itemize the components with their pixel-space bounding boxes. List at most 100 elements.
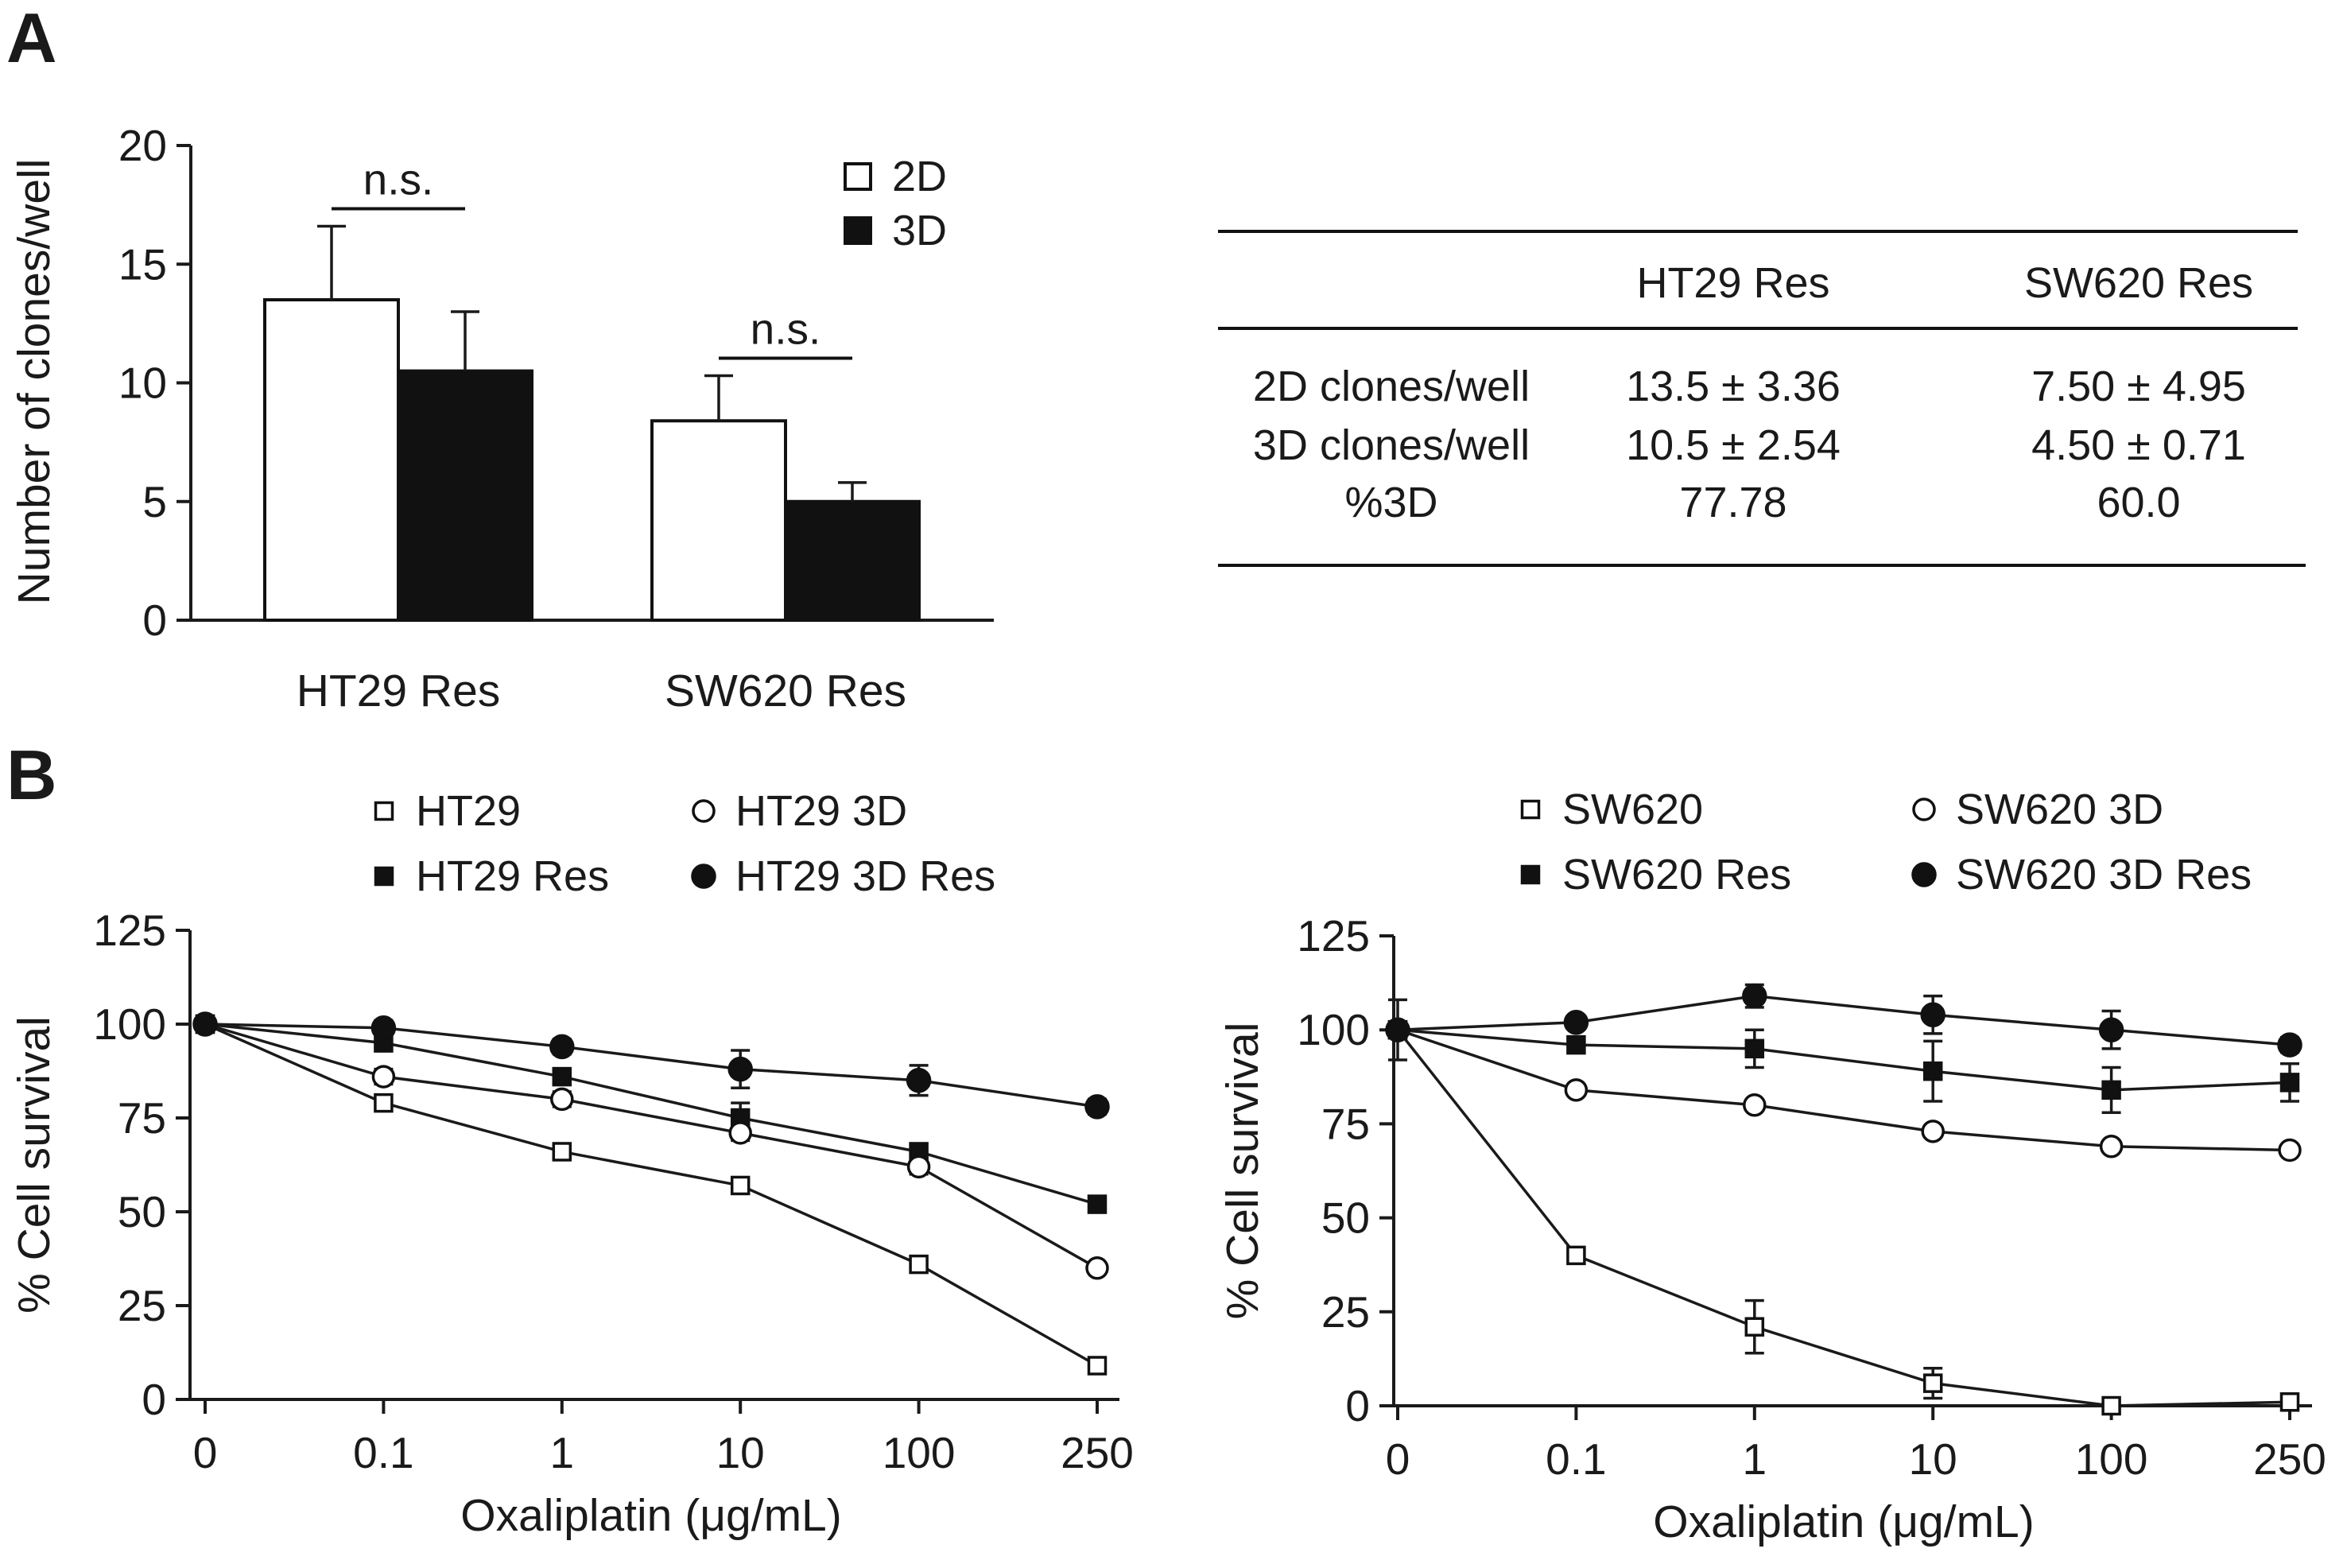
y-axis-label: % Cell survival	[1217, 1023, 1268, 1320]
data-point	[1087, 1356, 1108, 1376]
data-point	[1742, 983, 1767, 1009]
series-line	[1397, 994, 2291, 1046]
legend-swatch	[844, 162, 872, 191]
data-point	[906, 1068, 932, 1093]
y-tick-label: 75	[1321, 1099, 1370, 1148]
table-cell: 3D clones/well	[1253, 421, 1530, 469]
series-line	[204, 1023, 1098, 1108]
bar	[784, 499, 921, 622]
data-point	[2278, 1138, 2302, 1162]
y-tick-label: 50	[1321, 1193, 1370, 1243]
significance-label: n.s.	[363, 154, 434, 204]
data-point	[552, 1066, 572, 1087]
data-point	[1385, 1017, 1410, 1042]
x-tick-label: 0	[1386, 1434, 1410, 1484]
table-cell: 7.50 ± 4.95	[2031, 363, 2246, 410]
legend-label: SW620 3D	[1956, 786, 2163, 833]
y-tick-label: 5	[142, 477, 167, 526]
x-tick-label: 0.1	[1546, 1434, 1606, 1484]
data-point	[909, 1254, 929, 1275]
data-point	[1922, 1373, 1943, 1393]
data-point	[2101, 1395, 2121, 1416]
y-axis-label: Number of clones/well	[9, 159, 60, 605]
y-tick-label: 25	[118, 1281, 166, 1330]
y-tick-label: 20	[118, 121, 167, 170]
x-tick-label: 250	[2253, 1434, 2326, 1484]
data-point	[1087, 1194, 1108, 1214]
legend-label: HT29 3D	[735, 787, 907, 835]
series-line	[1396, 1029, 2291, 1407]
legend-label: SW620 Res	[1562, 851, 1791, 898]
panel-label-a: A	[6, 0, 57, 77]
y-tick-label: 100	[1297, 1005, 1370, 1054]
legend-label: 2D	[892, 153, 947, 200]
data-point	[371, 1065, 396, 1089]
x-category-label: HT29 Res	[297, 666, 501, 716]
table-cell: 10.5 ± 2.54	[1626, 421, 1841, 469]
data-point	[2099, 1135, 2124, 1159]
table-cell: 60.0	[2097, 479, 2180, 526]
table-cell: 77.78	[1679, 479, 1786, 526]
line-chart-sw620: 0 25 50 75 100 125 0 0.1 1 10 100 250 Oxaliplatin (μ…	[1217, 786, 2326, 1547]
series-line	[204, 1023, 1098, 1206]
data-point	[1744, 1317, 1765, 1337]
x-tick-label: 10	[716, 1428, 765, 1477]
series-line	[204, 1023, 1098, 1270]
legend-swatch	[844, 216, 872, 245]
data-point	[727, 1056, 753, 1082]
legend-label: HT29 3D Res	[735, 852, 995, 900]
y-tick-label: 0	[142, 1375, 166, 1424]
y-tick-label: 125	[1297, 911, 1370, 961]
legend-marker	[691, 864, 716, 889]
table-cell: 2D clones/well	[1253, 363, 1530, 410]
data-point	[1564, 1078, 1589, 1102]
data-point	[1566, 1245, 1586, 1266]
data-point	[1084, 1094, 1110, 1120]
y-tick-label: 0	[1345, 1381, 1370, 1430]
significance-label: n.s.	[751, 305, 821, 354]
data-point	[1563, 1009, 1589, 1035]
data-point	[2279, 1392, 2300, 1412]
legend-marker	[1520, 864, 1541, 885]
y-tick-label: 25	[1321, 1287, 1370, 1337]
x-tick-label: 100	[883, 1428, 956, 1477]
data-point	[1085, 1256, 1109, 1280]
x-axis-label: Oxaliplatin (μg/mL)	[460, 1490, 842, 1541]
y-tick-label: 15	[118, 239, 167, 289]
data-point	[2277, 1032, 2302, 1058]
y-tick-label: 125	[93, 906, 166, 955]
y-tick-label: 75	[118, 1093, 166, 1143]
data-point	[1920, 1002, 1945, 1028]
y-tick-label: 0	[142, 596, 167, 645]
y-tick-label: 50	[118, 1187, 166, 1236]
x-tick-label: 10	[1909, 1434, 1957, 1484]
table-cell: %3D	[1344, 479, 1437, 526]
legend-label: SW620 3D Res	[1956, 851, 2252, 898]
y-tick-label: 100	[93, 999, 166, 1049]
series-line	[1397, 1028, 2291, 1152]
series-line	[1397, 1028, 2291, 1092]
data-point	[1566, 1034, 1586, 1055]
data-point	[370, 1015, 397, 1041]
bar	[263, 298, 400, 622]
table-header: HT29 Res	[1636, 259, 1829, 307]
legend-marker	[1911, 862, 1937, 887]
data-point	[1922, 1061, 1943, 1081]
data-point	[552, 1142, 572, 1162]
legend-marker	[1912, 798, 1936, 821]
legend-marker	[692, 799, 716, 823]
data-point	[1921, 1120, 1945, 1143]
data-point	[730, 1175, 751, 1196]
x-tick-label: 1	[1743, 1434, 1767, 1484]
summary-table: HT29 Res SW620 Res 2D clones/well 13.5 ± 3.…	[1218, 230, 2306, 567]
legend-label: 3D	[892, 207, 947, 254]
table-header: SW620 Res	[2024, 259, 2253, 307]
data-point	[549, 1034, 575, 1060]
data-point	[2101, 1080, 2121, 1100]
panel-label-b: B	[6, 735, 57, 814]
series-line	[204, 1023, 1098, 1368]
legend-marker	[1520, 799, 1541, 820]
y-tick-label: 10	[118, 359, 167, 408]
bar-chart: 0 5 10 15 20 Number of clones/well n.s. HT29 Re…	[9, 121, 994, 716]
